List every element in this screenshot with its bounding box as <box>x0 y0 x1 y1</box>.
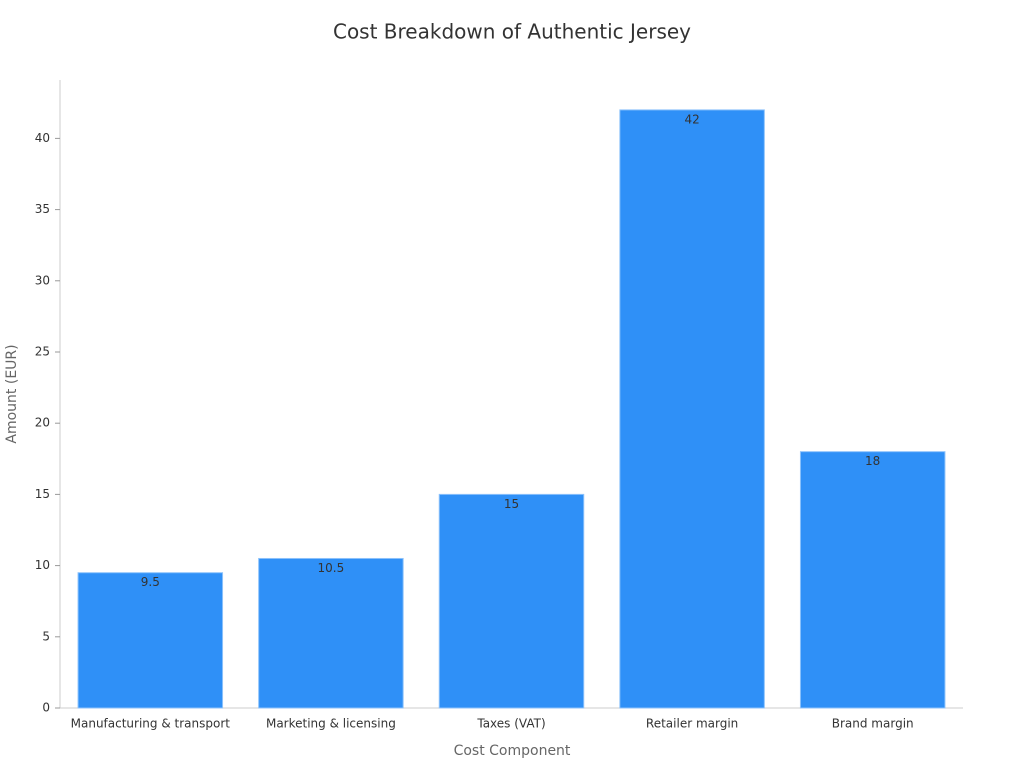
x-tick-label: Taxes (VAT) <box>476 717 545 731</box>
x-tick-label: Retailer margin <box>646 717 738 731</box>
data-label: 18 <box>865 454 880 468</box>
y-tick-label: 20 <box>35 416 50 430</box>
data-label: 15 <box>504 497 519 511</box>
x-tick-label: Manufacturing & transport <box>71 717 231 731</box>
x-tick-label: Brand margin <box>832 717 914 731</box>
bar <box>258 557 404 709</box>
bar <box>77 572 224 709</box>
bar <box>438 493 585 709</box>
y-tick-label: 15 <box>35 487 50 501</box>
y-tick-label: 0 <box>42 701 50 715</box>
y-tick-label: 10 <box>35 558 50 572</box>
y-tick-label: 25 <box>35 344 50 358</box>
y-tick-label: 5 <box>42 629 50 643</box>
data-label: 9.5 <box>141 575 160 589</box>
data-label: 10.5 <box>318 561 345 575</box>
bar <box>619 109 765 709</box>
y-axis-label: Amount (EUR) <box>4 344 20 443</box>
data-label: 42 <box>684 112 699 126</box>
y-tick-label: 30 <box>35 273 50 287</box>
x-tick-label: Marketing & licensing <box>266 717 396 731</box>
x-axis-label: Cost Component <box>454 743 571 759</box>
y-tick-label: 35 <box>35 202 50 216</box>
chart-title: Cost Breakdown of Authentic Jersey <box>333 20 691 44</box>
bar <box>799 451 946 709</box>
y-tick-label: 40 <box>35 131 50 145</box>
